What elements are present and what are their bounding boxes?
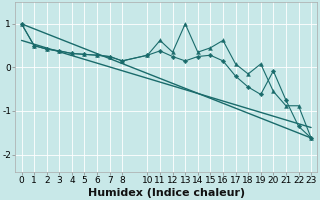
X-axis label: Humidex (Indice chaleur): Humidex (Indice chaleur) bbox=[88, 188, 245, 198]
